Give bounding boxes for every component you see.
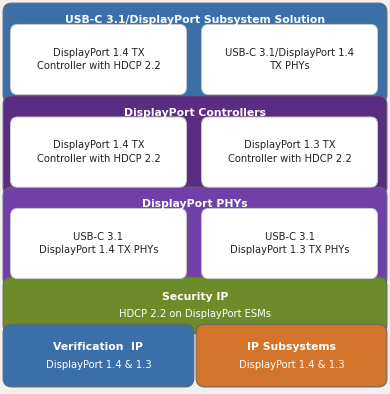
Text: Security IP: Security IP bbox=[162, 292, 228, 303]
FancyBboxPatch shape bbox=[3, 187, 387, 287]
FancyBboxPatch shape bbox=[3, 3, 387, 103]
FancyBboxPatch shape bbox=[11, 24, 186, 95]
Text: DisplayPort 1.4 TX
Controller with HDCP 2.2: DisplayPort 1.4 TX Controller with HDCP … bbox=[37, 48, 160, 71]
Text: DisplayPort 1.4 & 1.3: DisplayPort 1.4 & 1.3 bbox=[46, 360, 151, 370]
Text: USB-C 3.1
DisplayPort 1.4 TX PHYs: USB-C 3.1 DisplayPort 1.4 TX PHYs bbox=[39, 232, 158, 255]
FancyBboxPatch shape bbox=[11, 117, 186, 187]
Text: DisplayPort 1.3 TX
Controller with HDCP 2.2: DisplayPort 1.3 TX Controller with HDCP … bbox=[228, 141, 351, 164]
FancyBboxPatch shape bbox=[202, 24, 378, 95]
FancyBboxPatch shape bbox=[196, 324, 387, 387]
Text: IP Subsystems: IP Subsystems bbox=[247, 342, 336, 352]
Text: DisplayPort 1.4 & 1.3: DisplayPort 1.4 & 1.3 bbox=[239, 360, 344, 370]
Text: USB-C 3.1/DisplayPort Subsystem Solution: USB-C 3.1/DisplayPort Subsystem Solution bbox=[65, 15, 325, 26]
FancyBboxPatch shape bbox=[0, 0, 390, 394]
Text: USB-C 3.1
DisplayPort 1.3 TX PHYs: USB-C 3.1 DisplayPort 1.3 TX PHYs bbox=[230, 232, 349, 255]
Text: USB-C 3.1/DisplayPort 1.4
TX PHYs: USB-C 3.1/DisplayPort 1.4 TX PHYs bbox=[225, 48, 354, 71]
Text: DisplayPort PHYs: DisplayPort PHYs bbox=[142, 199, 248, 210]
Text: DisplayPort Controllers: DisplayPort Controllers bbox=[124, 108, 266, 118]
FancyBboxPatch shape bbox=[3, 324, 194, 387]
Text: Verification  IP: Verification IP bbox=[53, 342, 144, 352]
Text: HDCP 2.2 on DisplayPort ESMs: HDCP 2.2 on DisplayPort ESMs bbox=[119, 309, 271, 319]
FancyBboxPatch shape bbox=[3, 96, 387, 196]
FancyBboxPatch shape bbox=[3, 277, 387, 334]
FancyBboxPatch shape bbox=[202, 208, 378, 279]
Text: DisplayPort 1.4 TX
Controller with HDCP 2.2: DisplayPort 1.4 TX Controller with HDCP … bbox=[37, 141, 160, 164]
FancyBboxPatch shape bbox=[11, 208, 186, 279]
FancyBboxPatch shape bbox=[202, 117, 378, 187]
